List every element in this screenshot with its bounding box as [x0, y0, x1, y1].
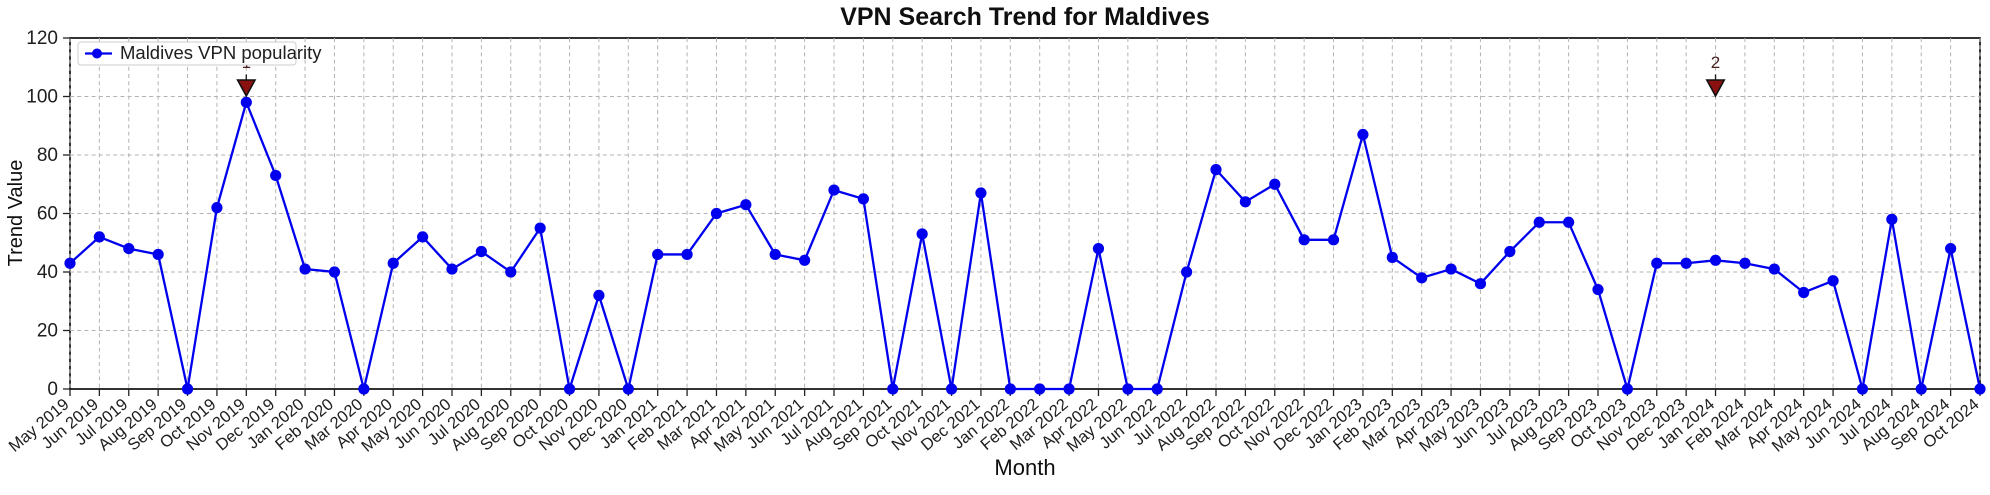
svg-text:100: 100 — [26, 87, 58, 108]
svg-text:20: 20 — [37, 321, 58, 342]
svg-text:80: 80 — [37, 145, 58, 166]
svg-text:2: 2 — [1711, 53, 1720, 72]
svg-text:Trend Value: Trend Value — [5, 160, 27, 267]
svg-text:60: 60 — [37, 204, 58, 225]
svg-text:VPN Search Trend for Maldives: VPN Search Trend for Maldives — [840, 3, 1210, 31]
svg-text:Month: Month — [994, 455, 1055, 480]
svg-text:Maldives VPN popularity: Maldives VPN popularity — [120, 42, 322, 63]
svg-text:40: 40 — [37, 262, 58, 283]
svg-text:0: 0 — [47, 379, 58, 400]
svg-text:120: 120 — [26, 28, 58, 49]
